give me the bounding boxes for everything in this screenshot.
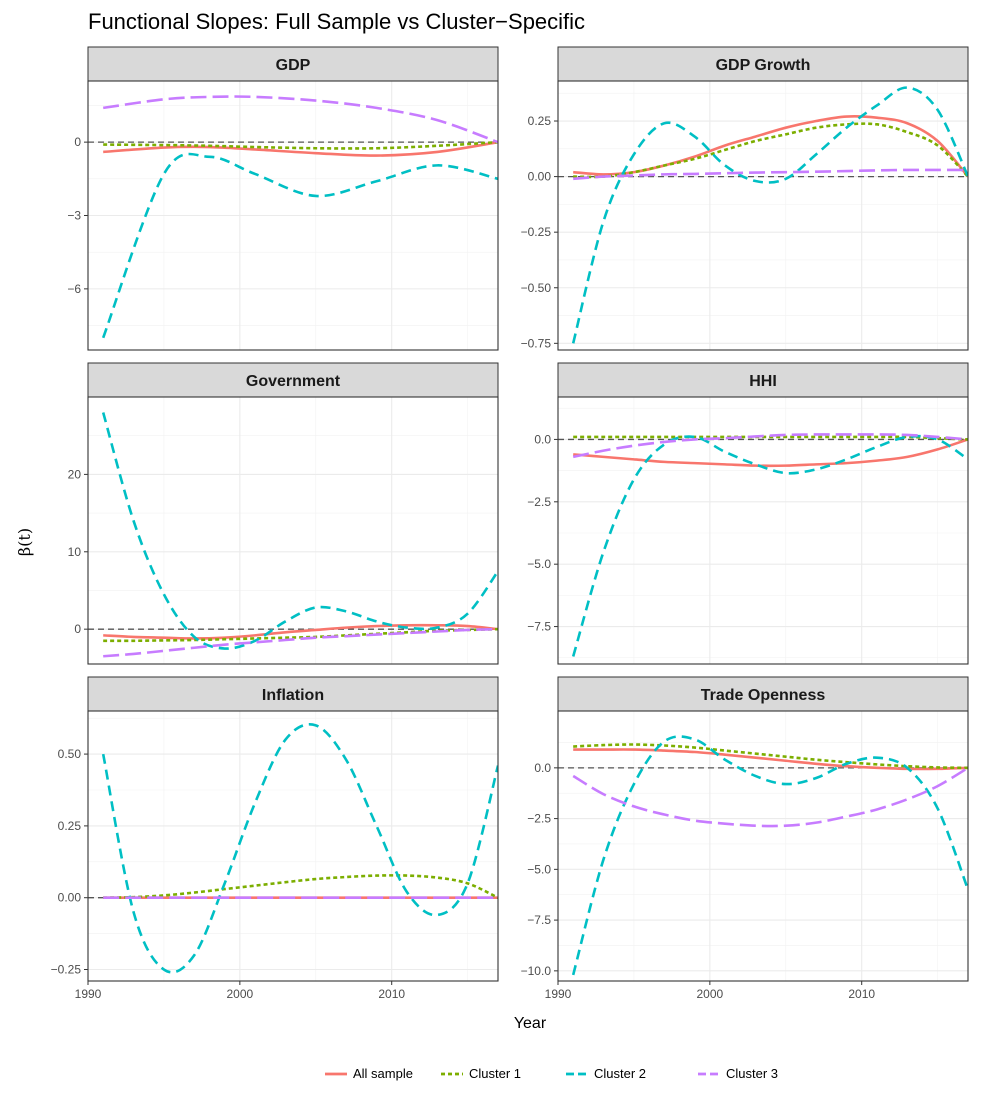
panel-hhi: HHI 0.0 −2.5 −5.0 −7.5 (527, 362, 969, 665)
panel-title: Inflation (262, 687, 324, 704)
panel-border (557, 80, 969, 351)
legend-item-all-sample: All sample (325, 1066, 413, 1081)
y-tick-label: −6 (67, 282, 81, 296)
legend-item-cluster-2: Cluster 2 (566, 1066, 646, 1081)
y-tick-label: 10 (68, 545, 82, 559)
y-tick-label: 0.0 (534, 761, 551, 775)
y-tick-label: 0.25 (58, 819, 82, 833)
panel-title: HHI (749, 373, 777, 390)
y-tick-label: −0.25 (51, 963, 82, 977)
legend-label: All sample (353, 1066, 413, 1081)
legend-item-cluster-3: Cluster 3 (698, 1066, 778, 1081)
x-tick-label: 1990 (545, 987, 572, 1001)
x-tick-label: 1990 (75, 987, 102, 1001)
panel-gdp-growth: GDP Growth 0.25 0.00 −0.25 −0.50 −0.75 (521, 46, 969, 351)
y-tick-label: 0.00 (528, 170, 552, 184)
series-line-cluster-2 (101, 412, 498, 650)
panel-gdp: GDP 0 −3 −6 (67, 46, 499, 351)
series-line-cluster-2 (101, 152, 498, 339)
panel-border (87, 710, 499, 982)
plot-background (88, 711, 498, 981)
y-tick-label: −5.0 (527, 557, 551, 571)
y-tick-label: 0.0 (534, 432, 551, 446)
plot-background (558, 81, 968, 350)
y-tick-label: −0.75 (521, 336, 552, 350)
series-line-cluster-2 (101, 723, 498, 974)
series-line-all-sample (103, 140, 498, 157)
series-line-cluster-1 (573, 122, 968, 179)
plot-background (558, 711, 968, 981)
y-tick-label: 0.50 (58, 747, 82, 761)
series-group (571, 433, 968, 657)
panel-strip (87, 362, 499, 398)
legend-label: Cluster 3 (726, 1066, 778, 1081)
panel-strip (557, 362, 969, 398)
panel-strip (87, 676, 499, 712)
panel-strip (557, 676, 969, 712)
panel-title: Trade Openness (701, 687, 826, 704)
x-tick-label: 2010 (848, 987, 875, 1001)
panel-title: GDP (276, 57, 311, 74)
panel-border (557, 396, 969, 665)
series-group (101, 412, 498, 658)
series-line-all-sample (103, 623, 498, 640)
x-axis-title: Year (514, 1015, 547, 1032)
y-tick-label: −3 (67, 209, 81, 223)
panel-strip (87, 46, 499, 82)
panel-trade-openness: Trade Openness 0.0 −2.5 −5.0 −7.5 −10.0 1990 20… (521, 676, 969, 1001)
x-tick-label: 2000 (697, 987, 724, 1001)
legend-item-cluster-1: Cluster 1 (441, 1066, 521, 1081)
y-tick-label: −10.0 (521, 964, 552, 978)
series-line-cluster-2 (571, 735, 968, 976)
panel-title: GDP Growth (716, 57, 811, 74)
plot-background (88, 397, 498, 664)
y-tick-label: −0.50 (521, 281, 552, 295)
panel-government: Government 20 10 0 (68, 362, 499, 665)
series-line-cluster-3 (572, 433, 968, 459)
series-line-cluster-1 (103, 140, 498, 150)
legend-label: Cluster 2 (594, 1066, 646, 1081)
y-tick-label: −2.5 (527, 812, 551, 826)
x-tick-label: 2010 (378, 987, 405, 1001)
panel-inflation: Inflation 0.50 0.25 0.00 −0.25 1990 2000 2010 (51, 676, 499, 1001)
y-tick-label: 0 (74, 135, 81, 149)
y-tick-label: −7.5 (527, 913, 551, 927)
panel-strip (557, 46, 969, 82)
plot-background (558, 397, 968, 664)
y-axis-title: β(t) (15, 528, 34, 556)
series-group (101, 95, 498, 339)
y-tick-label: 20 (68, 467, 82, 481)
series-line-cluster-2 (571, 86, 968, 344)
panel-title: Government (246, 373, 341, 390)
x-tick-label: 2000 (227, 987, 254, 1001)
series-group (571, 735, 968, 976)
y-tick-label: 0 (74, 622, 81, 636)
legend: All sample Cluster 1 Cluster 2 Cluster 3 (325, 1066, 778, 1081)
y-tick-label: 0.00 (58, 891, 82, 905)
y-tick-label: 0.25 (528, 114, 552, 128)
chart-title: Functional Slopes: Full Sample vs Cluste… (88, 9, 585, 34)
series-line-cluster-3 (103, 95, 498, 144)
series-line-cluster-1 (103, 874, 498, 899)
legend-label: Cluster 1 (469, 1066, 521, 1081)
series-line-cluster-3 (103, 627, 498, 658)
series-group (101, 723, 498, 974)
y-tick-label: −5.0 (527, 862, 551, 876)
y-tick-label: −0.25 (521, 225, 552, 239)
y-tick-label: −2.5 (527, 495, 551, 509)
panel-border (557, 710, 969, 982)
panel-border (87, 396, 499, 665)
series-line-cluster-2 (571, 434, 968, 657)
series-line-all-sample (573, 748, 968, 771)
panel-border (87, 80, 499, 351)
series-line-all-sample (573, 438, 968, 468)
series-group (571, 86, 968, 344)
y-tick-label: −7.5 (527, 620, 551, 634)
series-line-cluster-3 (572, 766, 968, 828)
series-line-cluster-3 (573, 168, 968, 181)
